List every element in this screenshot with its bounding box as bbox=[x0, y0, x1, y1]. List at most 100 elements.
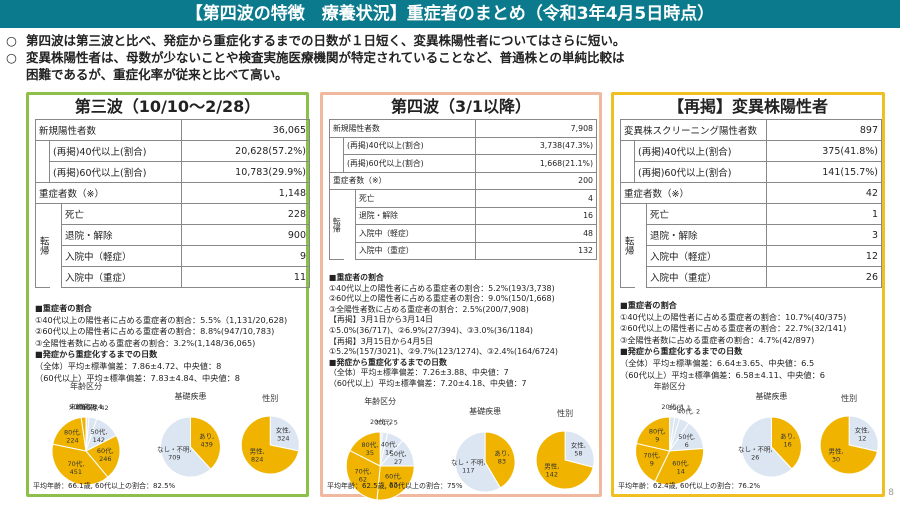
pie-slice-label: 70代, 62 bbox=[354, 467, 371, 484]
table-row: 転帰 死亡 228 bbox=[35, 203, 310, 288]
note-line: ②60代以上の陽性者に占める重症者の割合：8.8%(947/10,783) bbox=[35, 326, 275, 337]
pie-slice bbox=[345, 449, 381, 501]
table-row: 転帰 死亡 4 bbox=[329, 189, 597, 260]
pie-slice bbox=[240, 415, 300, 475]
panel-heading: 第四波（3/1以降） bbox=[390, 97, 532, 116]
table-row: 転帰 死亡 1 bbox=[620, 203, 882, 288]
note-line: （60代以上）平均±標準偏差：7.20±4.18、中央値：7 bbox=[329, 378, 527, 388]
severe-count-value: 42 bbox=[766, 182, 882, 204]
table-row: 入院中（軽症） 48 bbox=[330, 224, 597, 243]
note-line: ②60代以上の陽性者に占める重症者の割合：9.0%(150/1,668) bbox=[329, 294, 555, 304]
inpatient-mild-value: 12 bbox=[766, 245, 882, 267]
table-row: 退院・解除 16 bbox=[330, 206, 597, 225]
discharge-value: 900 bbox=[181, 224, 310, 246]
pie-slice bbox=[190, 416, 221, 470]
pie-slice-label: 40代, 16 bbox=[381, 439, 398, 456]
pie-title: 性別 bbox=[262, 393, 278, 403]
pie-slice-label: 男性, 30 bbox=[828, 446, 843, 463]
pie-slice bbox=[741, 416, 793, 478]
pie-slice bbox=[635, 442, 671, 483]
panel-heading: 第三波（10/10～2/28） bbox=[74, 97, 261, 116]
age60-label: (再掲)60代以上(割合) bbox=[342, 154, 477, 173]
severe-count-value: 1,148 bbox=[181, 182, 310, 204]
pie-slice-label: 60代, 53 bbox=[385, 472, 402, 489]
pie-charts: 年齢区分 基礎疾患 性別 20代, 2 30代, 5 40代, 16 50代, 27 60代, 53… bbox=[325, 392, 601, 506]
new-positive-value: 897 bbox=[766, 119, 882, 141]
pie-slice bbox=[51, 443, 109, 486]
panel-heading: 【再掲】変異株陽性者 bbox=[667, 97, 828, 116]
table-row: (再掲)40代以上(割合) 20,628(57.2%) bbox=[35, 140, 310, 162]
pie-slice-label: 70代, 451 bbox=[67, 459, 84, 476]
pie-slice-label: 40代, 42 bbox=[81, 403, 108, 412]
note-line: （60代以上）平均±標準偏差：7.83±4.84、中央値：8 bbox=[35, 372, 240, 383]
new-positive-label: 新規陽性者数 bbox=[328, 119, 477, 138]
table-row: 新規陽性者数 36,065 bbox=[34, 119, 310, 141]
panel-variant: 【再掲】変異株陽性者 変異株スクリーニング陽性者数 897 (再掲)40代以上(割合)… bbox=[611, 92, 885, 497]
table-row: (再掲)60代以上(割合) 141(15.7%) bbox=[620, 161, 882, 183]
pie-slice-label: 30代, 5 bbox=[375, 417, 398, 426]
note-line: （全体）平均±標準偏差：7.86±4.72、中央値：8 bbox=[35, 360, 222, 371]
pie-slice-label: 30代, 1 bbox=[668, 403, 691, 412]
inpatient-severe-label: 入院中（重症） bbox=[60, 266, 183, 288]
inpatient-severe-value: 11 bbox=[181, 266, 310, 288]
note-line: ①40代以上の陽性者に占める重症者の割合：5.5%（1,131/20,628) bbox=[35, 314, 288, 325]
notes-block: ■重症者の割合 ①40代以上の陽性者に占める重症者の割合：5.5%（1,131/2… bbox=[35, 303, 287, 384]
note-line: ②60代以上の陽性者に占める重症者の割合：22.7%(32/141) bbox=[620, 323, 847, 334]
pie-slice-label: 90代, 26 bbox=[69, 402, 96, 411]
note-line: （全体）平均±標準偏差：7.26±3.88、中央値：7 bbox=[329, 368, 509, 378]
note-line: 【再掲】3月15日から4月5日 bbox=[329, 336, 434, 346]
age40-label: (再掲)40代以上(割合) bbox=[48, 140, 183, 162]
table-row: 重症者数（※） 1,148 bbox=[34, 182, 310, 204]
inpatient-mild-label: 入院中（軽症） bbox=[354, 224, 477, 243]
note-line: 【再掲】3月1日から3月14日 bbox=[329, 315, 434, 325]
indent-cell bbox=[634, 266, 647, 288]
pie-slice bbox=[635, 416, 671, 452]
death-label: 死亡 bbox=[646, 203, 767, 225]
pie-slice bbox=[376, 465, 415, 501]
pie-slice-label: 男性, 824 bbox=[250, 447, 265, 464]
pie-slice-label: 80代, 9 bbox=[649, 427, 666, 444]
panel-third-wave: 第三波（10/10～2/28） 新規陽性者数 36,065 (再掲)40代以上(割合)… bbox=[26, 92, 310, 497]
pie-title: 基礎疾患 bbox=[175, 391, 207, 401]
severe-count-label: 重症者数（※） bbox=[620, 182, 767, 204]
inpatient-severe-value: 26 bbox=[766, 266, 882, 288]
note-line: ①40代以上の陽性者に占める重症者の割合：10.7%(40/375) bbox=[620, 311, 847, 322]
severe-count-label: 重症者数（※） bbox=[328, 171, 477, 190]
pie-title: 年齢区分 bbox=[70, 381, 102, 391]
indent-cell bbox=[620, 161, 635, 183]
pie-slice bbox=[85, 434, 121, 478]
pie-slice-label: 20代, 1 bbox=[661, 402, 684, 411]
age40-value: 20,628(57.2%) bbox=[181, 140, 310, 162]
table-row: 入院中（軽症） 9 bbox=[36, 245, 310, 267]
bullet-1: ○ 第四波は第三波と比べ、発症から重症化するまでの日数が１日短く、変異株陽性者につ… bbox=[6, 33, 626, 48]
table-row: 入院中（重症） 26 bbox=[621, 266, 882, 288]
inpatient-mild-value: 9 bbox=[181, 245, 310, 267]
indent-cell bbox=[343, 224, 356, 242]
pie-slice-label: 40代, 2 bbox=[677, 406, 700, 415]
age60-label: (再掲)60代以上(割合) bbox=[48, 161, 183, 183]
pie-slice bbox=[160, 416, 212, 478]
pie-slice-label: なし・不明, 117 bbox=[451, 459, 486, 475]
discharge-value: 3 bbox=[766, 224, 882, 246]
panel-fourth-wave: 第四波（3/1以降） 新規陽性者数 7,908 (再掲)40代以上(割合) 3,738(… bbox=[320, 92, 602, 501]
indent-cell bbox=[634, 203, 647, 225]
pie-title: 年齢区分 bbox=[654, 381, 686, 391]
indent-cell bbox=[49, 266, 62, 288]
pie-title: 性別 bbox=[557, 408, 573, 418]
summary-bullets: ○ 第四波は第三波と比べ、発症から重症化するまでの日数が１日短く、変異株陽性者につ… bbox=[6, 32, 896, 83]
pie-slice-label: 未就学児, 1 bbox=[69, 402, 103, 411]
bullet-2: ○ 変異株陽性者は、母数が少ないことや検査実施医療機関が特定されていることなど、普… bbox=[6, 50, 625, 65]
panel-footer: 平均年齢：66.1歳, 60代以上の割合：82.5% bbox=[33, 482, 176, 490]
pie-slice-label: あり, 439 bbox=[199, 433, 214, 449]
death-value: 1 bbox=[766, 203, 882, 225]
indent-cell bbox=[634, 224, 647, 246]
page-title: 【第四波の特徴 療養状況】重症者のまとめ（令和3年4月5日時点） bbox=[0, 0, 900, 28]
note-line: ③全陽性者数に占める重症者の割合：4.7%(42/897) bbox=[620, 334, 815, 345]
note-line: （全体）平均±標準偏差：6.64±3.65、中央値：6.5 bbox=[620, 357, 815, 368]
death-value: 4 bbox=[475, 189, 597, 208]
table-row: (再掲)60代以上(割合) 10,783(29.9%) bbox=[35, 161, 310, 183]
new-positive-label: 変異株スクリーニング陽性者数 bbox=[620, 119, 767, 141]
pie-slice bbox=[848, 415, 879, 453]
table-row: 新規陽性者数 7,908 bbox=[328, 119, 597, 138]
